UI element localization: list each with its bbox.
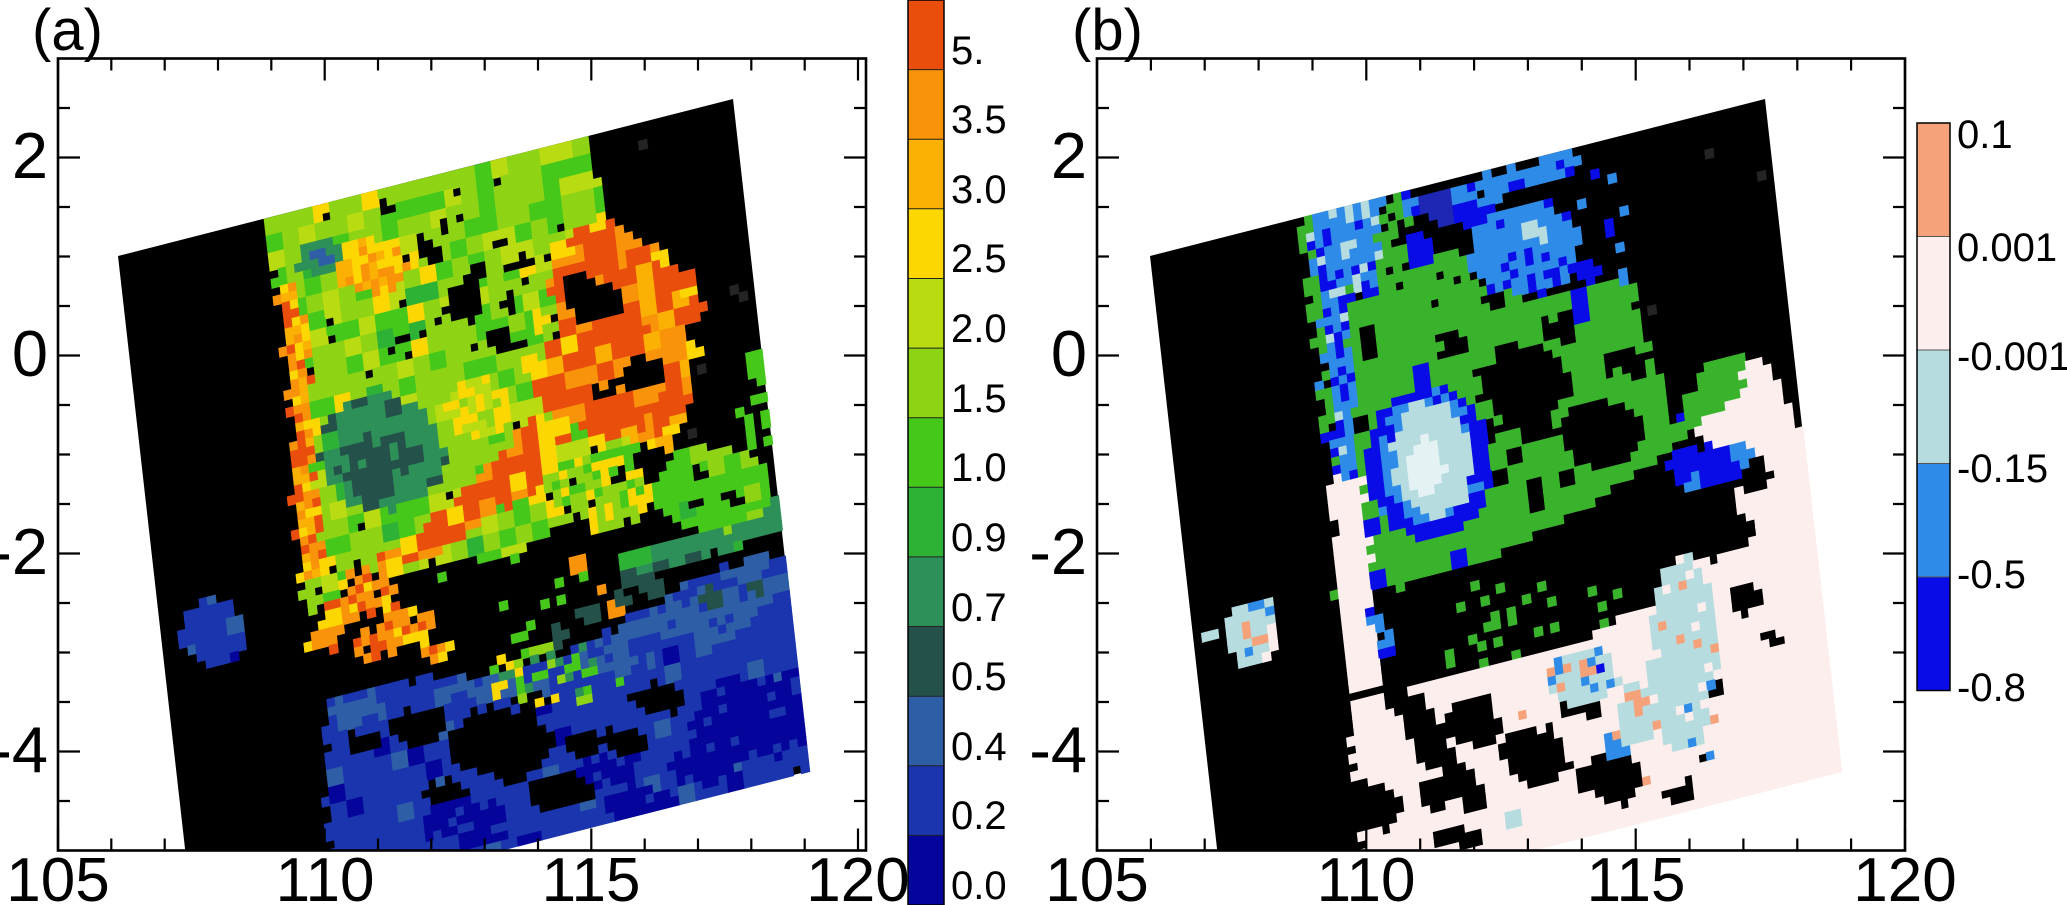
svg-text:-0.8: -0.8 — [1957, 666, 2026, 710]
svg-text:0.9: 0.9 — [951, 516, 1007, 560]
svg-text:1.5: 1.5 — [951, 377, 1007, 421]
svg-text:0: 0 — [12, 317, 48, 390]
svg-text:-0.15: -0.15 — [1957, 447, 2048, 491]
svg-text:5.: 5. — [951, 29, 984, 73]
svg-text:2: 2 — [12, 119, 48, 192]
svg-text:120: 120 — [806, 846, 909, 905]
svg-text:-2: -2 — [0, 515, 48, 588]
svg-text:(a): (a) — [32, 0, 103, 63]
svg-text:0.2: 0.2 — [951, 794, 1007, 838]
svg-text:110: 110 — [1317, 846, 1416, 905]
svg-text:3.5: 3.5 — [951, 98, 1007, 142]
svg-text:105: 105 — [6, 846, 109, 905]
svg-text:110: 110 — [276, 846, 375, 905]
svg-text:2: 2 — [1051, 119, 1087, 192]
svg-text:-0.5: -0.5 — [1957, 553, 2026, 597]
svg-text:115: 115 — [1587, 846, 1686, 905]
svg-text:0: 0 — [1051, 317, 1087, 390]
svg-text:0.0: 0.0 — [951, 864, 1007, 905]
svg-text:-4: -4 — [1029, 713, 1087, 786]
svg-text:0.001: 0.001 — [1957, 226, 2057, 270]
svg-text:-4: -4 — [0, 713, 48, 786]
svg-text:0.4: 0.4 — [951, 725, 1007, 769]
svg-text:120: 120 — [1853, 846, 1956, 905]
svg-text:-0.001: -0.001 — [1957, 335, 2067, 379]
svg-text:0.5: 0.5 — [951, 655, 1007, 699]
svg-text:(b): (b) — [1072, 0, 1143, 63]
svg-text:115: 115 — [542, 846, 641, 905]
svg-text:3.0: 3.0 — [951, 168, 1007, 212]
svg-text:2.5: 2.5 — [951, 237, 1007, 281]
svg-text:-2: -2 — [1029, 515, 1087, 588]
svg-text:0.1: 0.1 — [1957, 113, 2013, 157]
svg-text:2.0: 2.0 — [951, 307, 1007, 351]
svg-text:0.7: 0.7 — [951, 586, 1007, 630]
svg-text:1.0: 1.0 — [951, 446, 1007, 490]
svg-text:105: 105 — [1045, 846, 1148, 905]
